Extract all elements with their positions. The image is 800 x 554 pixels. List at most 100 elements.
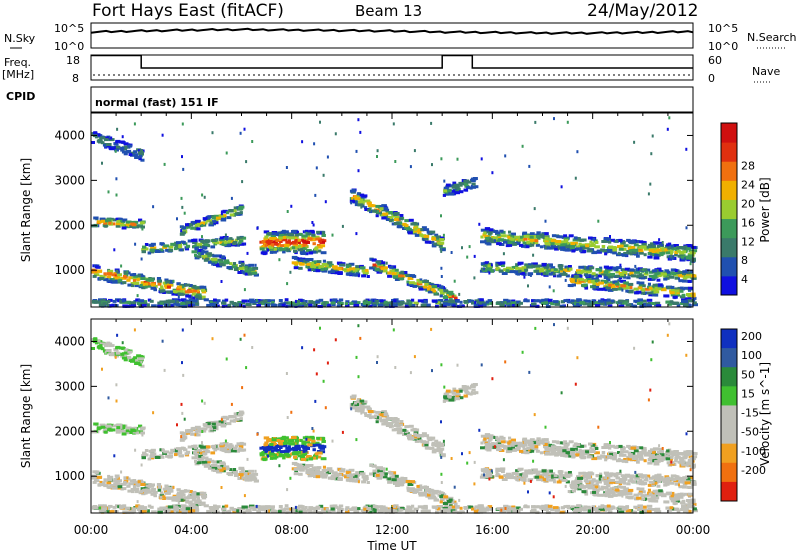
power-cell	[523, 237, 528, 241]
velocity-cell	[144, 449, 149, 452]
power-cell	[663, 294, 669, 298]
velocity-cell	[266, 446, 272, 449]
velocity-cell	[559, 449, 563, 453]
velocity-cell	[443, 495, 449, 499]
power-cell	[353, 267, 358, 271]
velocity-cell	[656, 454, 662, 458]
power-cell	[160, 287, 164, 291]
velocity-cell	[448, 398, 455, 402]
velocity-cell	[134, 362, 140, 365]
power-cell	[459, 190, 464, 194]
power-cell	[632, 304, 637, 308]
power-cell	[168, 245, 174, 249]
power-cell	[593, 285, 600, 289]
velocity-cell	[114, 482, 119, 486]
power-cell	[682, 270, 688, 274]
velocity-cell	[682, 456, 687, 460]
power-cell	[131, 223, 137, 227]
velocity-cell	[386, 424, 390, 427]
power-cell	[679, 289, 684, 293]
velocity-cell	[603, 444, 610, 447]
velocity-cell	[123, 351, 129, 355]
power-cell	[440, 266, 443, 270]
power-cell	[147, 251, 152, 255]
power-cell	[556, 235, 561, 239]
power-cell	[129, 304, 135, 308]
power-cell	[648, 293, 652, 297]
power-cell	[508, 268, 514, 272]
velocity-cell	[320, 457, 327, 461]
power-cell	[163, 300, 170, 304]
power-cell	[585, 244, 589, 248]
power-cell	[526, 265, 530, 269]
velocity-cell	[510, 443, 515, 447]
power-cell	[196, 290, 200, 294]
velocity-cell	[683, 454, 688, 458]
velocity-cell	[173, 449, 178, 453]
power-cell	[404, 304, 410, 308]
velocity-cell	[239, 417, 243, 421]
power-cell	[371, 209, 377, 213]
power-cell	[364, 206, 368, 210]
power-cell	[568, 265, 572, 268]
power-cell	[398, 274, 402, 278]
power-cell	[650, 287, 656, 291]
power-cell	[683, 304, 689, 308]
velocity-cell	[282, 442, 286, 445]
power-cell	[243, 127, 246, 131]
power-cell	[224, 261, 228, 265]
velocity-cell	[357, 403, 362, 407]
power-cell	[553, 274, 557, 278]
velocity-cell	[484, 433, 490, 437]
power-cell	[432, 237, 437, 241]
velocity-cell	[203, 456, 209, 460]
power-cell	[314, 193, 317, 197]
velocity-cell	[356, 478, 361, 482]
power-cell	[656, 270, 663, 273]
velocity-cell	[170, 448, 175, 452]
velocity-cell	[575, 451, 582, 455]
velocity-cell	[98, 346, 104, 350]
power-cell	[606, 273, 610, 277]
power-cell	[389, 269, 396, 273]
power-cell	[496, 301, 502, 305]
velocity-cell	[122, 353, 127, 357]
velocity-cell	[667, 455, 672, 459]
power-cell	[510, 237, 515, 241]
power-cell	[531, 299, 536, 303]
power-cell	[194, 302, 200, 306]
power-cell	[322, 303, 326, 307]
power-cell	[355, 232, 358, 236]
power-cell	[356, 272, 361, 276]
velocity-cell	[435, 490, 442, 494]
velocity-cell	[403, 479, 408, 483]
power-cell	[344, 302, 348, 306]
velocity-cell	[125, 429, 130, 433]
velocity-cell	[229, 443, 233, 447]
power-cell	[172, 279, 175, 283]
velocity-cell	[366, 407, 372, 411]
power-cell	[589, 266, 595, 270]
velocity-cell	[426, 446, 431, 450]
power-cell	[237, 271, 243, 274]
velocity-cell	[508, 436, 512, 440]
velocity-cell	[598, 477, 603, 481]
power-cell	[601, 240, 607, 243]
power-cell	[208, 253, 215, 257]
velocity-cell	[191, 444, 198, 448]
velocity-cell	[543, 438, 549, 442]
velocity-cell	[109, 353, 115, 357]
power-cell	[123, 142, 129, 146]
power-cell	[91, 224, 97, 228]
velocity-cell	[382, 413, 388, 417]
power-cell	[326, 265, 332, 269]
power-cell	[636, 281, 640, 285]
velocity-cell	[469, 392, 473, 396]
velocity-cell	[129, 479, 135, 483]
velocity-cell	[440, 498, 445, 501]
power-cell	[144, 243, 149, 246]
power-cell	[621, 253, 628, 257]
velocity-cell	[580, 456, 586, 460]
velocity-cell	[303, 446, 309, 450]
power-cell	[393, 213, 398, 216]
